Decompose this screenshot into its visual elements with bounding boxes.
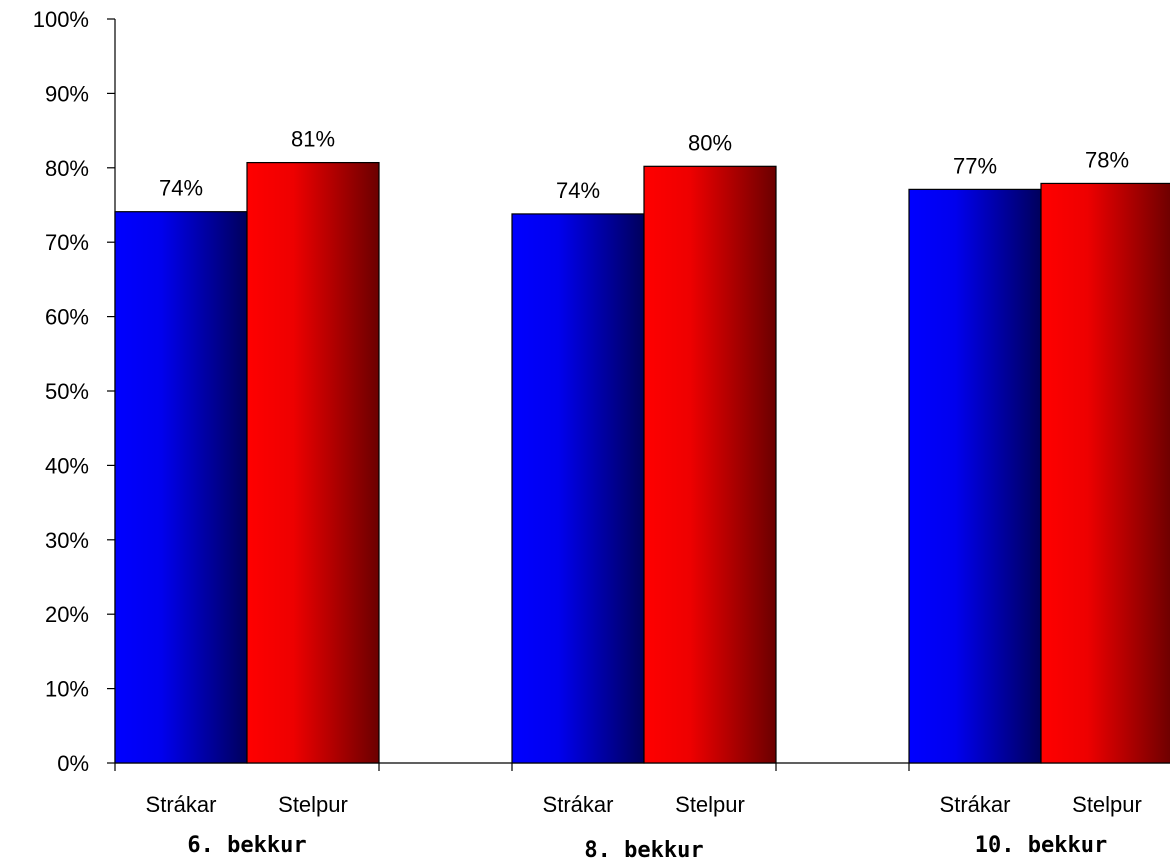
- bars: [114, 161, 1170, 764]
- y-tick-label: 0%: [57, 751, 89, 776]
- category-label: Stelpur: [1072, 792, 1142, 817]
- y-tick-label: 20%: [45, 602, 89, 627]
- category-label: Strákar: [146, 792, 217, 817]
- bar-stelpur-1: [246, 161, 380, 764]
- y-tick-label: 30%: [45, 528, 89, 553]
- y-tick-label: 50%: [45, 379, 89, 404]
- y-tick-label: 40%: [45, 453, 89, 478]
- y-tick-label: 100%: [33, 7, 89, 32]
- category-label: Strákar: [940, 792, 1011, 817]
- category-label: Stelpur: [278, 792, 348, 817]
- data-label: 80%: [688, 130, 732, 155]
- bar-str-kar-2: [511, 213, 645, 764]
- data-label: 81%: [291, 127, 335, 152]
- data-label: 78%: [1085, 147, 1129, 172]
- labels: 0% 10% 20% 30% 40% 50% 60% 70% 80% 90% 100% 74% Strá…: [33, 7, 1142, 863]
- data-label: 77%: [953, 153, 997, 178]
- group-label: 10. bekkur: [975, 833, 1107, 858]
- bar-stelpur-3: [1040, 182, 1170, 764]
- y-tick-label: 80%: [45, 156, 89, 181]
- group-label: 8. bekkur: [584, 838, 703, 863]
- y-tick-label: 70%: [45, 230, 89, 255]
- category-label: Stelpur: [675, 792, 745, 817]
- data-label: 74%: [159, 176, 203, 201]
- y-tick-label: 90%: [45, 81, 89, 106]
- bar-str-kar-3: [908, 188, 1042, 764]
- group-label: 6. bekkur: [187, 833, 306, 858]
- bar-stelpur-2: [643, 165, 777, 764]
- y-tick-label: 60%: [45, 305, 89, 330]
- bar-str-kar-1: [114, 211, 248, 764]
- y-tick-label: 10%: [45, 677, 89, 702]
- data-label: 74%: [556, 178, 600, 203]
- category-label: Strákar: [543, 792, 614, 817]
